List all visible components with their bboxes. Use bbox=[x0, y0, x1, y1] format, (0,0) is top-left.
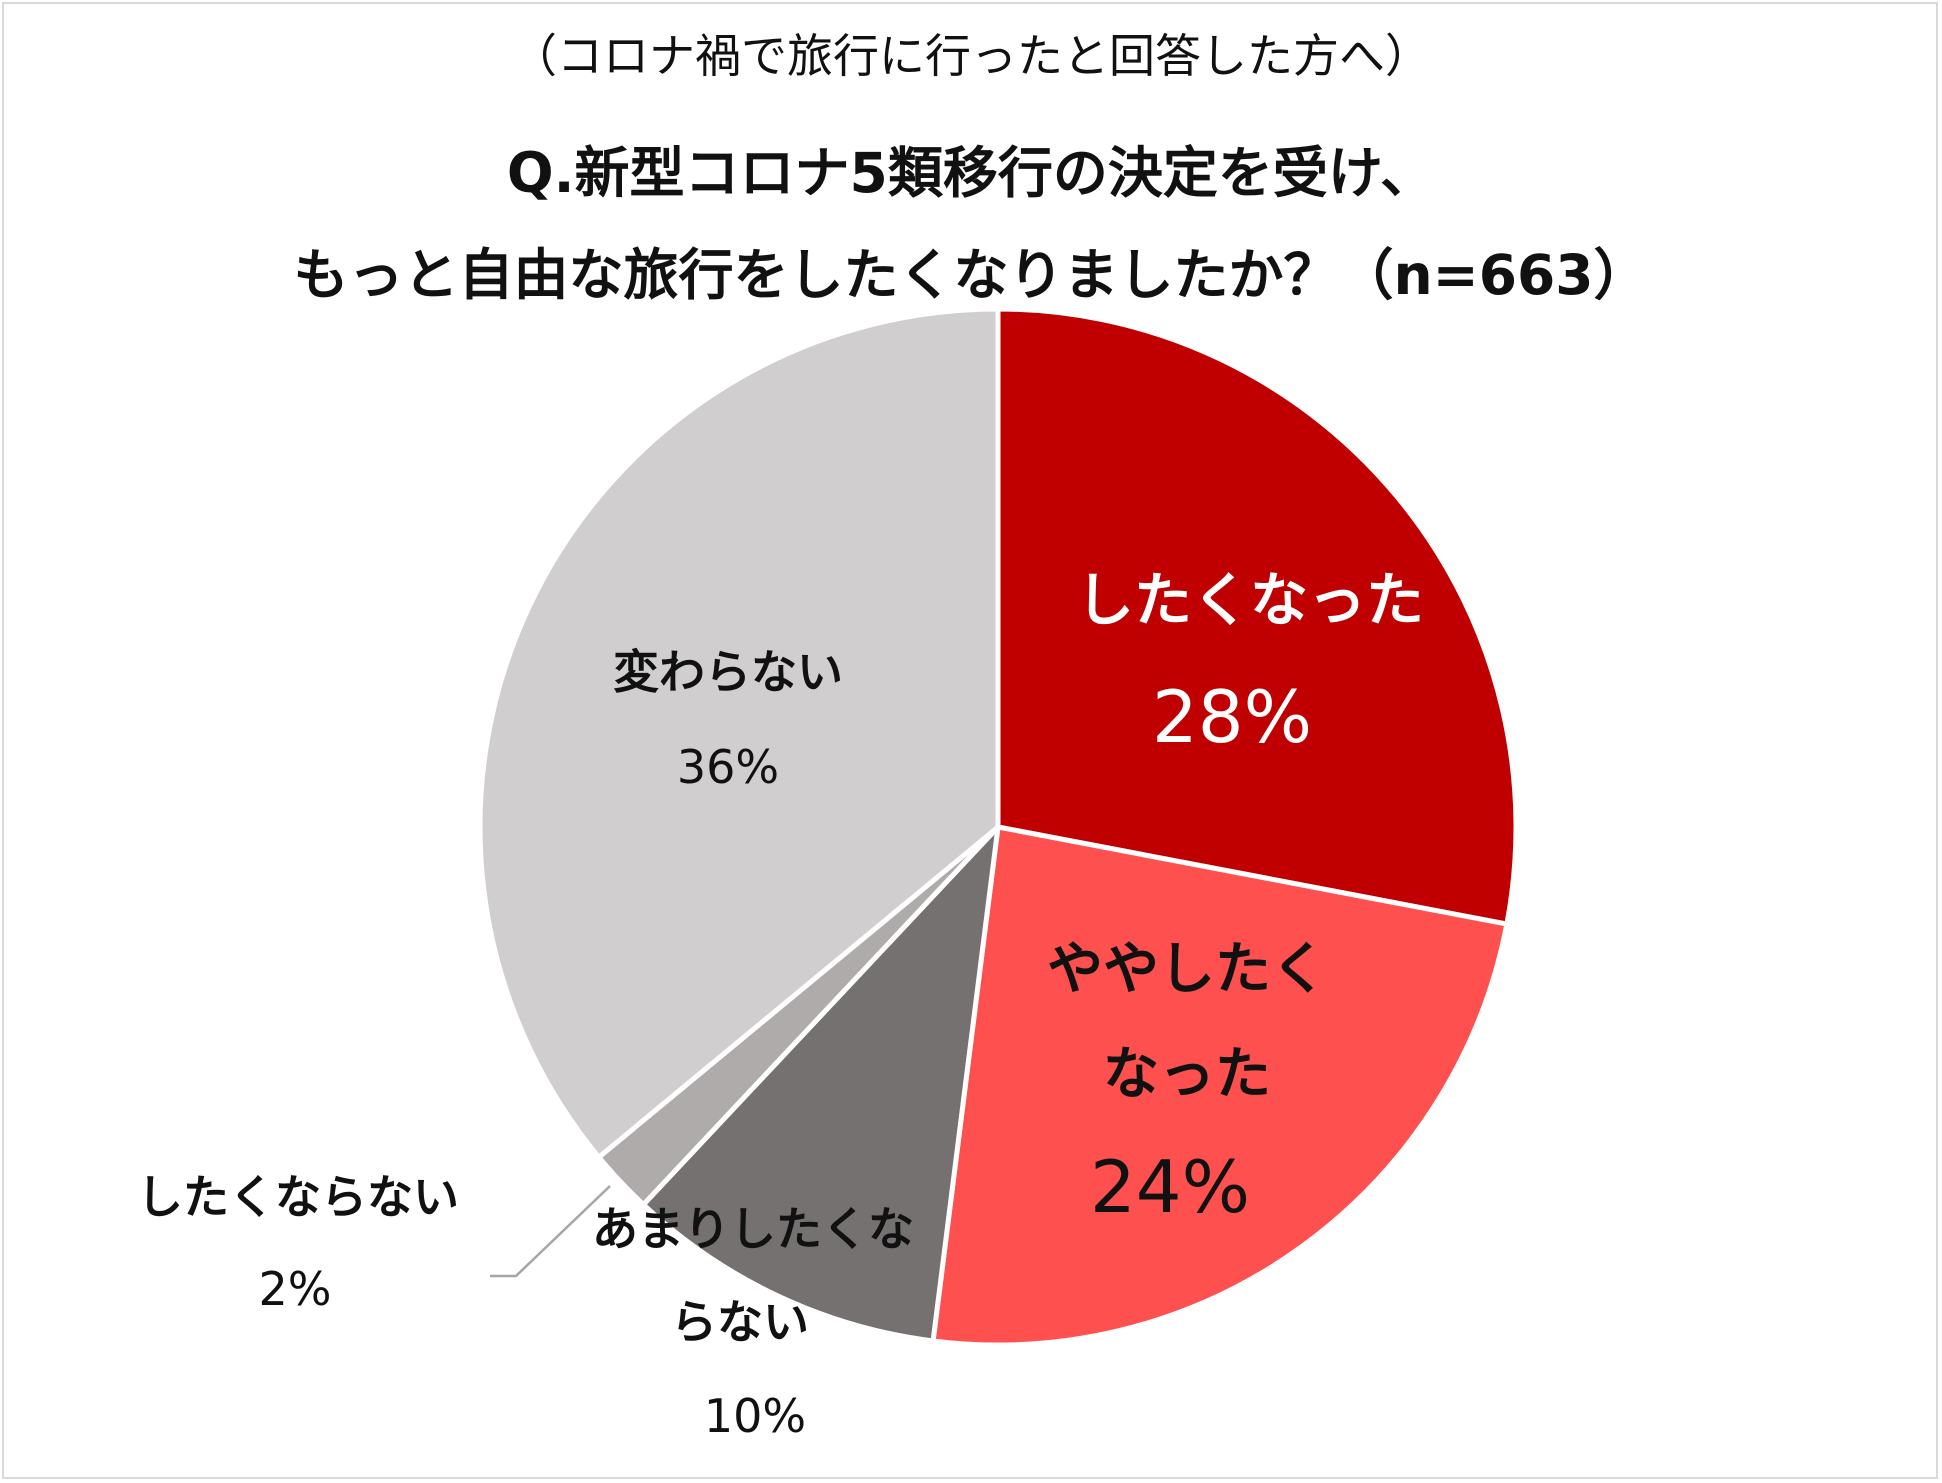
slice-value-label: 24% bbox=[1090, 1145, 1250, 1229]
slice-label-group-1: したくなった 28% bbox=[1076, 566, 1424, 759]
slice-label: らない bbox=[671, 1295, 809, 1349]
chart-subtitle: （コロナ禍で旅行に行ったと回答した方へ） bbox=[511, 29, 1431, 83]
chart-title-line-1: Q.新型コロナ5類移行の決定を受け、 bbox=[506, 141, 1436, 205]
slice-label: ややしたく bbox=[1047, 937, 1327, 1002]
slice-value-label: 10% bbox=[704, 1389, 806, 1443]
pie-slice-2 bbox=[930, 824, 1510, 1348]
slice-label: なった bbox=[1103, 1042, 1271, 1107]
pie-slice-3 bbox=[640, 824, 1001, 1344]
slice-value-label: 36% bbox=[677, 740, 779, 794]
slice-value-label: 2% bbox=[259, 1262, 332, 1316]
slice-label: あまりしたくな bbox=[592, 1202, 914, 1256]
pie-slice-1 bbox=[995, 306, 1519, 927]
slice-value-label: 28% bbox=[1152, 675, 1312, 759]
slice-label: したくならない bbox=[137, 1170, 459, 1224]
chart-title-line-2: もっと自由な旅行をしたくなりましたか？（n=663） bbox=[293, 243, 1649, 307]
slice-label: 変わらない bbox=[613, 645, 843, 699]
pie-slice-5 bbox=[477, 306, 1001, 1160]
leader-line bbox=[490, 1185, 611, 1278]
slice-label-group-4: したくならない 2% bbox=[137, 1170, 459, 1316]
slice-label-group-5: 変わらない 36% bbox=[613, 645, 843, 794]
slice-label: したくなった bbox=[1076, 566, 1424, 634]
